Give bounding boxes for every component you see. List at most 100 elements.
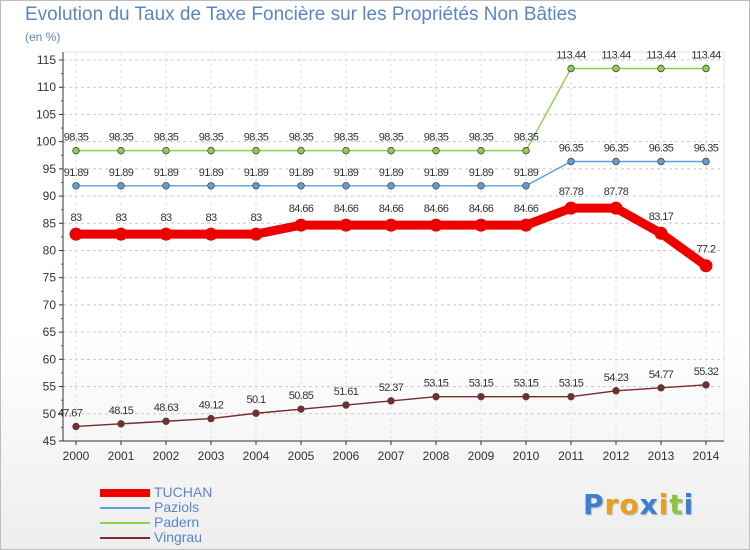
y-tick-label-110: 110 bbox=[37, 80, 56, 94]
point-tuchan-2007 bbox=[385, 219, 398, 232]
data-label-paziols-2007: 91.89 bbox=[379, 167, 404, 179]
point-paziols-2002 bbox=[163, 182, 170, 189]
data-label-paziols-2000: 91.89 bbox=[64, 167, 89, 179]
data-label-vingrau-2002: 48.63 bbox=[154, 402, 179, 414]
data-label-paziols-2009: 91.89 bbox=[469, 167, 494, 179]
point-tuchan-2005 bbox=[295, 219, 308, 232]
data-label-tuchan-2014: 77.2 bbox=[696, 244, 715, 256]
point-tuchan-2014 bbox=[700, 259, 713, 272]
data-label-vingrau-2003: 49.12 bbox=[199, 400, 224, 412]
data-label-vingrau-2010: 53.15 bbox=[514, 378, 539, 390]
data-label-paziols-2006: 91.89 bbox=[334, 167, 359, 179]
data-label-paziols-2003: 91.89 bbox=[199, 167, 224, 179]
point-paziols-2007 bbox=[388, 182, 395, 189]
data-label-padern-2009: 98.35 bbox=[469, 132, 494, 144]
y-tick-label-100: 100 bbox=[36, 135, 56, 149]
point-paziols-2005 bbox=[298, 182, 305, 189]
point-tuchan-2011 bbox=[565, 202, 578, 215]
data-label-padern-2005: 98.35 bbox=[289, 132, 314, 144]
point-tuchan-2009 bbox=[475, 219, 488, 232]
x-tick-label-2008: 2008 bbox=[423, 449, 450, 463]
point-padern-2004 bbox=[253, 147, 260, 154]
y-tick-label-85: 85 bbox=[43, 216, 57, 230]
x-tick-label-2003: 2003 bbox=[198, 449, 225, 463]
data-label-paziols-2013: 96.35 bbox=[649, 143, 674, 155]
point-paziols-2003 bbox=[208, 182, 215, 189]
data-label-tuchan-2005: 84.66 bbox=[289, 203, 314, 215]
y-tick-label-90: 90 bbox=[43, 189, 57, 203]
point-paziols-2006 bbox=[343, 182, 350, 189]
point-vingrau-2005 bbox=[298, 406, 305, 413]
y-tick-label-45: 45 bbox=[43, 434, 57, 448]
point-tuchan-2008 bbox=[430, 219, 443, 232]
line-chart: 45505560657075808590951001051101152000 20… bbox=[0, 0, 750, 550]
data-label-padern-2011: 113.44 bbox=[556, 49, 586, 61]
x-tick-label-2014: 2014 bbox=[693, 449, 720, 463]
logo-letter: x bbox=[640, 488, 659, 521]
point-vingrau-2011 bbox=[568, 393, 575, 400]
data-label-paziols-2010: 91.89 bbox=[514, 167, 539, 179]
data-label-vingrau-2001: 48.15 bbox=[109, 405, 134, 417]
point-vingrau-2010 bbox=[523, 393, 530, 400]
data-label-padern-2007: 98.35 bbox=[379, 132, 404, 144]
data-label-tuchan-2013: 83.17 bbox=[649, 211, 674, 223]
point-padern-2014 bbox=[703, 65, 710, 72]
data-label-tuchan-2011: 87.78 bbox=[559, 186, 584, 198]
point-tuchan-2006 bbox=[340, 219, 353, 232]
data-label-vingrau-2004: 50.1 bbox=[246, 394, 265, 406]
data-label-paziols-2002: 91.89 bbox=[154, 167, 179, 179]
data-label-tuchan-2000: 83 bbox=[70, 212, 82, 224]
legend-swatch-padern bbox=[100, 522, 150, 524]
point-paziols-2000 bbox=[73, 182, 80, 189]
point-vingrau-2006 bbox=[343, 402, 350, 409]
data-label-padern-2014: 113.44 bbox=[691, 49, 721, 61]
data-label-vingrau-2008: 53.15 bbox=[424, 378, 449, 390]
point-vingrau-2014 bbox=[703, 382, 710, 389]
y-tick-label-80: 80 bbox=[43, 244, 57, 258]
legend-item-padern: Padern bbox=[100, 516, 300, 530]
x-tick-label-2007: 2007 bbox=[378, 449, 405, 463]
x-tick-label-2012: 2012 bbox=[603, 449, 630, 463]
point-padern-2013 bbox=[658, 65, 665, 72]
x-tick-label-2011: 2011 bbox=[558, 449, 584, 463]
point-vingrau-2000 bbox=[73, 423, 80, 430]
data-label-tuchan-2004: 83 bbox=[250, 212, 262, 224]
data-label-padern-2001: 98.35 bbox=[109, 132, 134, 144]
point-paziols-2013 bbox=[658, 158, 665, 165]
point-paziols-2008 bbox=[433, 182, 440, 189]
data-label-tuchan-2012: 87.78 bbox=[604, 186, 629, 198]
y-tick-label-50: 50 bbox=[43, 407, 57, 421]
x-tick-label-2005: 2005 bbox=[288, 449, 315, 463]
point-paziols-2012 bbox=[613, 158, 620, 165]
point-vingrau-2008 bbox=[433, 393, 440, 400]
data-label-paziols-2014: 96.35 bbox=[694, 143, 719, 155]
y-tick-label-75: 75 bbox=[43, 271, 57, 285]
data-label-tuchan-2001: 83 bbox=[115, 212, 127, 224]
y-tick-label-60: 60 bbox=[43, 352, 57, 366]
point-paziols-2010 bbox=[523, 182, 530, 189]
point-padern-2000 bbox=[73, 147, 80, 154]
logo-letter: t bbox=[669, 488, 683, 521]
point-padern-2005 bbox=[298, 147, 305, 154]
data-label-paziols-2011: 96.35 bbox=[559, 143, 584, 155]
data-label-vingrau-2006: 51.61 bbox=[334, 386, 359, 398]
x-tick-label-2013: 2013 bbox=[648, 449, 675, 463]
data-label-vingrau-2014: 55.32 bbox=[694, 366, 719, 378]
point-tuchan-2012 bbox=[610, 202, 623, 215]
data-label-padern-2008: 98.35 bbox=[424, 132, 449, 144]
point-padern-2011 bbox=[568, 65, 575, 72]
data-label-padern-2006: 98.35 bbox=[334, 132, 359, 144]
point-paziols-2009 bbox=[478, 182, 485, 189]
data-label-vingrau-2012: 54.23 bbox=[604, 372, 629, 384]
data-label-tuchan-2009: 84.66 bbox=[469, 203, 494, 215]
data-label-padern-2004: 98.35 bbox=[244, 132, 269, 144]
data-label-tuchan-2002: 83 bbox=[160, 212, 172, 224]
data-label-vingrau-2009: 53.15 bbox=[469, 378, 494, 390]
data-label-vingrau-2005: 50.85 bbox=[289, 390, 314, 402]
data-label-vingrau-2011: 53.15 bbox=[559, 378, 584, 390]
data-label-vingrau-2007: 52.37 bbox=[379, 382, 404, 394]
point-padern-2010 bbox=[523, 147, 530, 154]
point-tuchan-2013 bbox=[655, 227, 668, 240]
x-tick-label-2000: 2000 bbox=[63, 449, 90, 463]
point-vingrau-2007 bbox=[388, 398, 395, 405]
